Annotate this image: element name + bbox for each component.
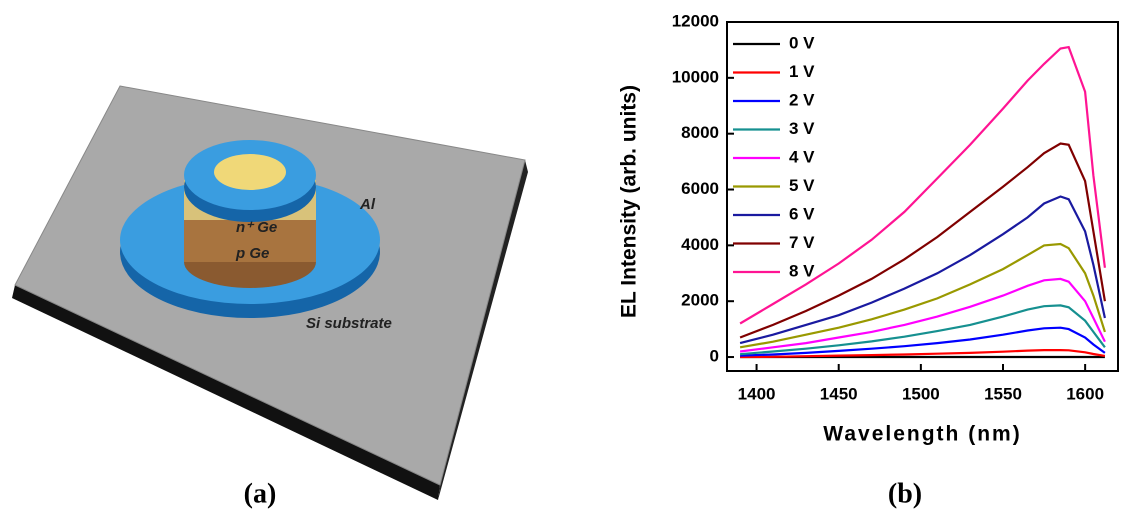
y-tick-label: 2000 [681, 291, 719, 310]
y-tick-label: 6000 [681, 179, 719, 198]
caption-b: (b) [888, 478, 922, 509]
legend-label: 8 V [789, 261, 815, 280]
legend-label: 5 V [789, 176, 815, 195]
y-tick-label: 8000 [681, 123, 719, 142]
x-tick-label: 1500 [902, 384, 940, 403]
y-tick-label: 10000 [672, 67, 719, 86]
label-al: Al [359, 196, 376, 213]
legend-label: 3 V [789, 119, 815, 138]
legend-label: 0 V [789, 33, 815, 52]
x-tick-label: 1400 [738, 384, 776, 403]
device-diagram: Al n⁺ Ge p Ge Si substrate (a) [12, 86, 528, 509]
y-tick-label: 0 [710, 347, 719, 366]
figure: Al n⁺ Ge p Ge Si substrate (a) 0 2000 4000… [0, 0, 1132, 517]
legend-label: 6 V [789, 204, 815, 223]
y-tick-label: 4000 [681, 235, 719, 254]
series-line [740, 244, 1105, 347]
x-tick-label: 1550 [984, 384, 1022, 403]
x-tick-label: 1450 [820, 384, 858, 403]
x-tick-label: 1600 [1066, 384, 1104, 403]
legend-label: 1 V [789, 62, 815, 81]
label-si: Si substrate [306, 315, 392, 332]
x-axis-title: Wavelength (nm) [823, 423, 1021, 446]
legend-label: 7 V [789, 233, 815, 252]
y-tick-label: 12000 [672, 11, 719, 30]
page: Al n⁺ Ge p Ge Si substrate (a) 0 2000 4000… [0, 0, 1132, 517]
label-p-ge: p Ge [235, 245, 269, 262]
top-contact [214, 154, 286, 190]
label-n-ge: n⁺ Ge [236, 219, 277, 236]
chart: 0 2000 4000 6000 8000 10000 12000 1400 1450 1500 1… [618, 11, 1118, 509]
series-line [740, 305, 1105, 354]
y-axis-title: EL Intensity (arb. units) [618, 85, 641, 318]
caption-a: (a) [244, 478, 277, 509]
series-line [740, 328, 1105, 356]
legend-label: 4 V [789, 147, 815, 166]
legend-label: 2 V [789, 90, 815, 109]
